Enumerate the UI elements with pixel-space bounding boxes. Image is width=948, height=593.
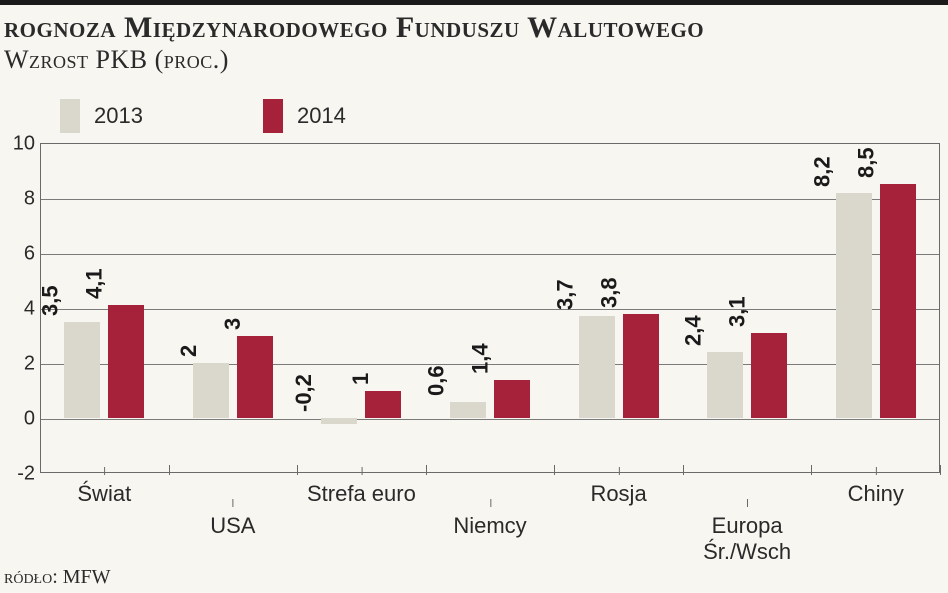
bar: 1,4	[494, 380, 530, 419]
chart-subtitle: Wzrost PKB (proc.)	[4, 45, 948, 75]
bar: 3,8	[623, 314, 659, 419]
bar: 8,2	[836, 193, 872, 419]
x-group-tick	[426, 465, 427, 475]
x-tick-label: Strefa euro	[307, 481, 416, 507]
bars-layer: 3,54,123-0,210,61,43,73,82,43,18,28,5	[40, 143, 940, 473]
bar: 2,4	[707, 352, 743, 418]
y-tick-label: 10	[13, 133, 35, 156]
legend-swatch	[263, 99, 283, 133]
x-tick-label: Rosja	[590, 481, 646, 507]
bar: 2	[193, 363, 229, 418]
bar-value-label: 3,1	[725, 296, 751, 333]
bar: -0,2	[321, 418, 357, 424]
x-group-tick	[940, 465, 941, 475]
legend-item: 2014	[263, 99, 346, 133]
x-group-tick	[811, 465, 812, 475]
x-tick-label: Chiny	[848, 481, 904, 507]
x-tick-label: EuropaŚr./Wsch	[703, 513, 791, 565]
x-tick-mark	[104, 467, 105, 475]
bar-value-label: 1	[348, 372, 374, 390]
bar: 4,1	[108, 305, 144, 418]
y-tick-label: 2	[24, 353, 35, 376]
bar: 3,5	[64, 322, 100, 418]
bar-value-label: 3,5	[38, 285, 64, 322]
x-group-tick	[169, 465, 170, 475]
chart-area: -20246810 3,54,123-0,210,61,43,73,82,43,…	[30, 143, 940, 473]
legend-label: 2014	[297, 103, 346, 129]
x-tick-mark	[747, 499, 748, 507]
bar-value-label: 8,2	[809, 156, 835, 193]
x-group-tick	[683, 465, 684, 475]
x-group-tick	[554, 465, 555, 475]
y-tick-label: 8	[24, 188, 35, 211]
x-tick-mark	[490, 499, 491, 507]
bar-value-label: 4,1	[82, 269, 108, 306]
bar-value-label: 0,6	[424, 365, 450, 402]
x-tick-mark	[619, 467, 620, 475]
bar: 1	[365, 391, 401, 419]
x-tick-mark	[876, 467, 877, 475]
x-tick-label: Niemcy	[453, 513, 526, 539]
x-tick-label: USA	[210, 513, 255, 539]
bar: 8,5	[880, 184, 916, 418]
bar-value-label: -0,2	[291, 374, 317, 418]
bar: 3	[237, 336, 273, 419]
legend-item: 2013	[60, 99, 143, 133]
bar-value-label: 3	[220, 317, 246, 335]
bar: 3,7	[579, 316, 615, 418]
x-tick-mark	[361, 467, 362, 475]
title-block: rognoza Międzynarodowego Funduszu Waluto…	[0, 5, 948, 85]
legend-label: 2013	[94, 103, 143, 129]
bar-value-label: 2	[176, 345, 202, 363]
bar-value-label: 3,7	[552, 280, 578, 317]
x-axis: ŚwiatUSAStrefa euroNiemcyRosjaEuropaŚr./…	[40, 479, 940, 559]
bar-value-label: 3,8	[596, 277, 622, 314]
source-label: ródło: MFW	[4, 566, 111, 589]
y-tick-label: 6	[24, 243, 35, 266]
y-tick-label: 0	[24, 408, 35, 431]
x-tick-mark	[233, 499, 234, 507]
bar-value-label: 8,5	[853, 148, 879, 185]
bar-value-label: 1,4	[468, 343, 494, 380]
x-group-tick	[297, 465, 298, 475]
legend-swatch	[60, 99, 80, 133]
y-tick-label: 4	[24, 298, 35, 321]
chart-title: rognoza Międzynarodowego Funduszu Waluto…	[4, 11, 948, 45]
legend: 2013 2014	[0, 85, 948, 143]
y-tick-label: -2	[17, 463, 35, 486]
bar: 0,6	[450, 402, 486, 419]
bar-value-label: 2,4	[681, 315, 707, 352]
bar: 3,1	[751, 333, 787, 418]
x-tick-label: Świat	[77, 481, 131, 507]
